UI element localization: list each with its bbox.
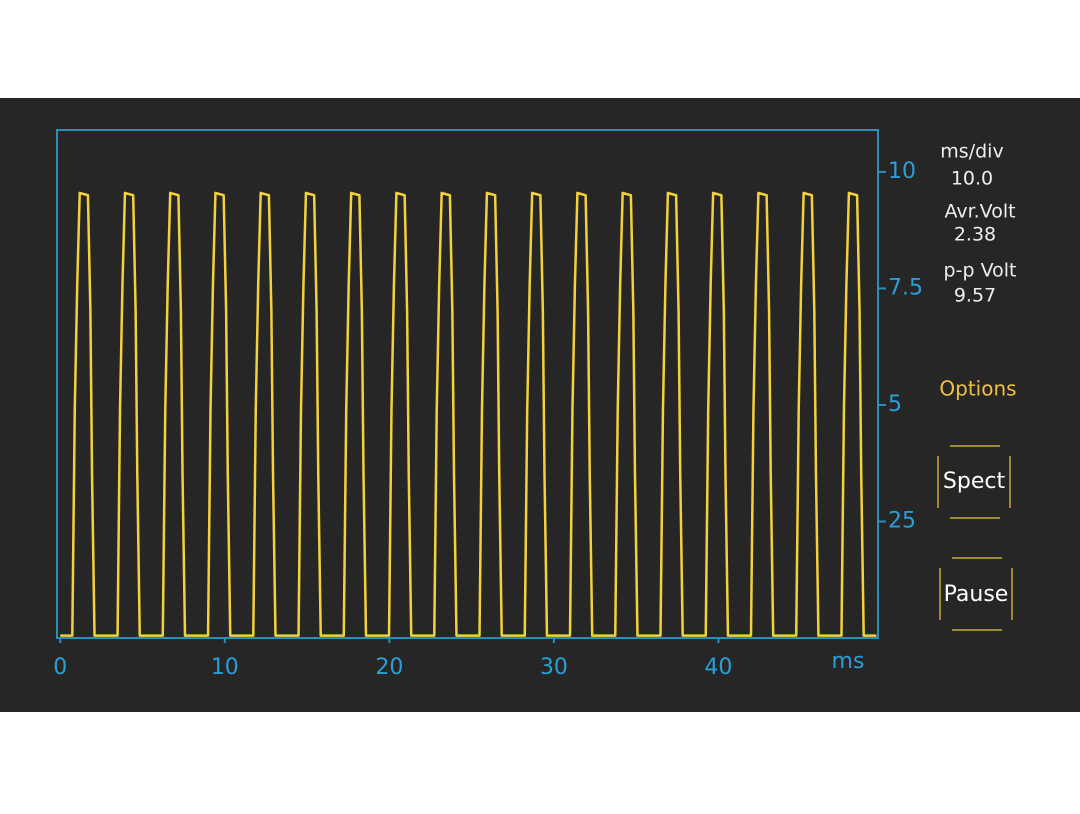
y-tick-label: 10 xyxy=(888,159,916,184)
stat-label: ms/div xyxy=(940,141,1003,163)
y-tick-label: 7.5 xyxy=(888,275,923,300)
x-tick-label: 30 xyxy=(540,655,568,680)
stat-label: p-p Volt xyxy=(944,260,1017,282)
x-tick-label: 10 xyxy=(211,655,239,680)
stat-value: 10.0 xyxy=(951,168,993,190)
x-tick-label: 0 xyxy=(53,655,67,680)
x-tick-label: 40 xyxy=(704,655,732,680)
pause-button[interactable]: Pause xyxy=(939,557,1013,631)
spect-button[interactable]: Spect xyxy=(937,445,1011,519)
button-label[interactable]: Spect xyxy=(943,469,1006,494)
x-axis-label: ms xyxy=(832,649,865,674)
stat-label: Avr.Volt xyxy=(944,201,1015,223)
waveform xyxy=(60,191,877,637)
stat-value: 9.57 xyxy=(954,285,996,307)
stat-value: 2.38 xyxy=(954,224,996,246)
button-label[interactable]: Pause xyxy=(944,582,1009,607)
y-tick-label: 5 xyxy=(888,392,902,417)
options-title: Options xyxy=(939,377,1016,401)
y-tick-label: 25 xyxy=(888,508,916,533)
x-tick-label: 20 xyxy=(375,655,403,680)
plot-frame xyxy=(56,129,879,639)
